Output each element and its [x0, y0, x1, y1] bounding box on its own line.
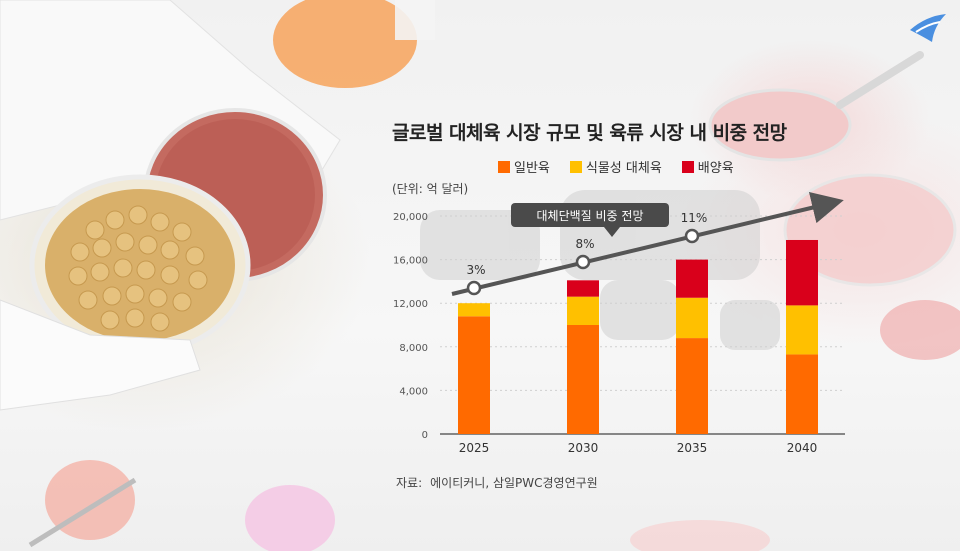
scalpel [28, 477, 137, 548]
legend-label: 배양육 [697, 161, 734, 176]
source-value: 에이티커니, 삼일PWC경영연구원 [430, 476, 598, 490]
legend-swatch [681, 160, 694, 173]
bar-segment [676, 338, 708, 434]
petri-dish-bottom-right [630, 520, 770, 551]
unit-label: (단위: 억 달러) [392, 182, 469, 196]
bar-segment [567, 280, 599, 297]
bar-segment [786, 305, 818, 355]
legend-swatch [498, 160, 510, 173]
share-percent-label: 3% [466, 263, 485, 277]
logo-icon [908, 12, 948, 52]
orange-flask [273, 0, 417, 88]
legend-swatch [569, 160, 582, 173]
share-percent-label: 8% [575, 237, 594, 251]
syringe [836, 51, 924, 109]
petri-dish-meat [708, 88, 852, 162]
callout-box [511, 203, 669, 227]
bar-segment [786, 239, 818, 306]
legend-item-cultured-meat: 배양육 [681, 157, 734, 176]
callout-pointer [604, 227, 620, 237]
legend-label: 일반육 [514, 161, 550, 176]
bar-segment [458, 316, 490, 434]
y-tick-label: 16,000 [393, 256, 428, 267]
x-tick-label: 2025 [459, 441, 490, 455]
source-note: 자료: 에이티커니, 삼일PWC경영연구원 [396, 474, 598, 491]
share-trend-line [451, 192, 844, 296]
bar-segment [567, 325, 599, 434]
x-tick-label: 2040 [787, 441, 818, 455]
y-tick-label: 0 [422, 430, 428, 441]
share-marker [575, 254, 591, 270]
share-percent-label: 11% [681, 211, 708, 225]
share-marker [466, 280, 482, 296]
y-tick-label: 8,000 [399, 343, 428, 354]
y-tick-label: 4,000 [399, 386, 428, 397]
bar-segment [676, 259, 708, 298]
petri-dish-small [880, 300, 960, 360]
share-marker [684, 228, 700, 244]
petri-dish-bottom-pink [245, 485, 335, 551]
chart-title: 글로벌 대체육 시장 규모 및 육류 시장 내 비중 전망 [392, 122, 787, 144]
source-key: 자료: [396, 476, 423, 490]
legend-item-plant-based: 식물성 대체육 [569, 157, 662, 176]
y-tick-label: 20,000 [393, 212, 428, 223]
bar-segment [676, 297, 708, 339]
legend-label: 식물성 대체육 [585, 161, 662, 176]
chart-legend: 일반육 식물성 대체육 배양육 [498, 157, 734, 176]
lower-glove-shape [0, 299, 201, 411]
x-tick-label: 2030 [568, 441, 599, 455]
bar-segment [786, 354, 818, 434]
bar-segment [567, 296, 599, 325]
bar-segment [458, 303, 490, 317]
callout-label: 대체단백질 비중 전망 [537, 209, 644, 223]
x-tick-label: 2035 [677, 441, 708, 455]
y-tick-label: 12,000 [393, 299, 428, 310]
legend-item-general-meat: 일반육 [498, 157, 550, 176]
